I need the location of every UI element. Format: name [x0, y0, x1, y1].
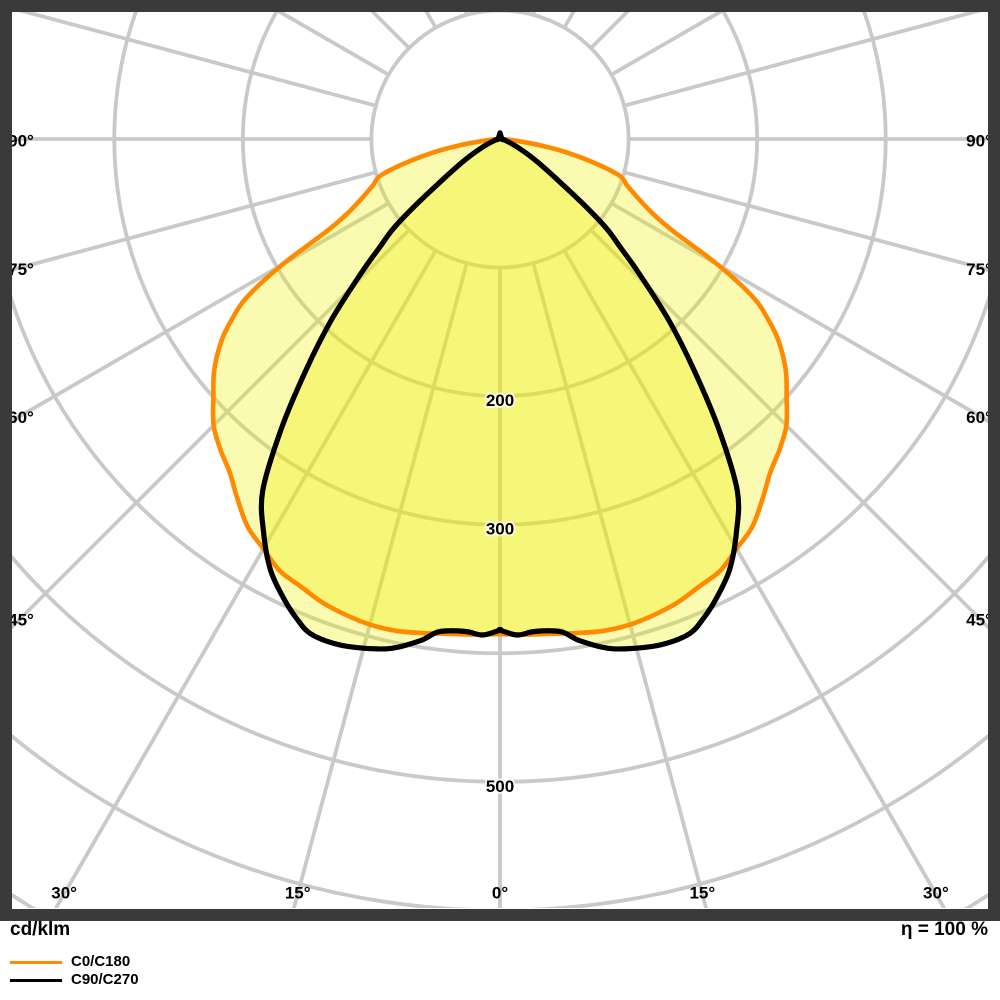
grid-spoke	[623, 12, 982, 108]
legend-label-c0-c180: C0/C180	[71, 953, 131, 970]
angle-label: 30°	[923, 883, 949, 902]
angle-label: 15°	[689, 883, 715, 902]
grid-spoke	[12, 201, 390, 423]
angle-label: 75°	[8, 260, 34, 279]
grid-spoke	[531, 262, 709, 908]
ring-label: 200	[486, 391, 514, 410]
legend-label-c90-c270: C90/C270	[71, 971, 139, 988]
angle-label: 0°	[492, 883, 508, 902]
grid-spoke	[12, 170, 377, 272]
grid-spoke	[589, 228, 988, 630]
grid-spoke	[12, 228, 411, 630]
curve-c90-c270-fill	[261, 132, 739, 650]
angle-label: 60°	[966, 408, 992, 427]
unit-label: cd/klm	[10, 919, 71, 940]
efficiency-label: η = 100 %	[900, 919, 988, 940]
legend-line-c0-c180-swatch	[10, 960, 62, 964]
curve-c0-c180	[210, 130, 790, 637]
curve-c0-c180-fill	[213, 132, 787, 635]
angle-label: 60°	[8, 408, 34, 427]
curve-c90-c270	[258, 130, 742, 652]
angle-label: 75°	[966, 260, 992, 279]
angle-label: 90°	[8, 131, 34, 150]
grid-spoke	[53, 249, 438, 908]
legend-line-c90-c270-swatch	[10, 978, 62, 982]
legend-row-c90-c270: C90/C270	[10, 972, 139, 988]
angle-label: 15°	[285, 883, 311, 902]
grid-spoke	[18, 12, 377, 108]
angle-label: 90°	[966, 131, 992, 150]
plot-frame	[0, 0, 1000, 921]
ring-label: 500	[486, 777, 514, 796]
grid-spoke	[610, 201, 988, 423]
angle-label: 30°	[51, 883, 77, 902]
angle-label: 45°	[8, 610, 34, 629]
grid-spoke	[562, 249, 947, 908]
ring-label: 300	[486, 520, 514, 539]
angle-label: 45°	[966, 610, 992, 629]
grid-spoke	[623, 170, 988, 272]
grid-spoke	[291, 262, 469, 908]
legend-row-c0-c180: C0/C180	[10, 954, 130, 970]
